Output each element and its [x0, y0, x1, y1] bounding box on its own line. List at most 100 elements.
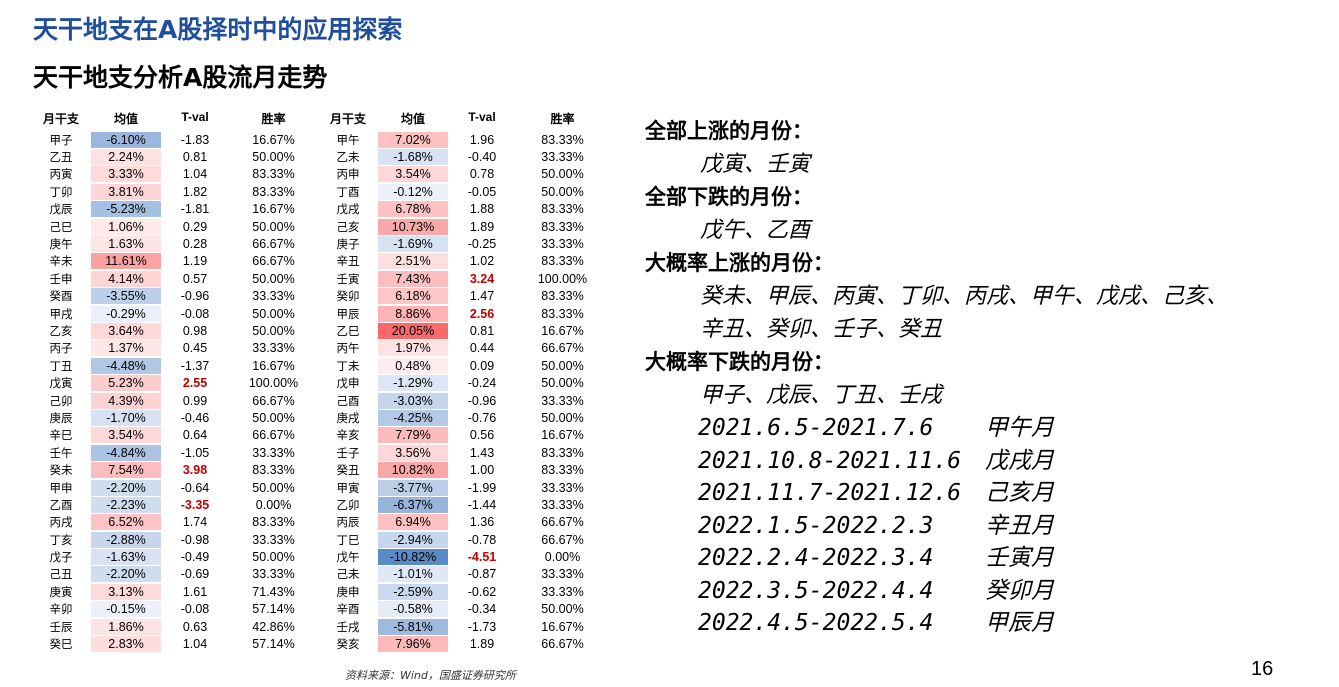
likely-up-months-line1: 癸未、甲辰、丙寅、丁卯、丙戌、甲午、戊戌、己亥、	[700, 284, 1229, 309]
mean-cell: 4.14%	[89, 270, 163, 287]
tval-cell: -0.08	[180, 306, 210, 321]
mean-value: 3.13%	[91, 583, 161, 600]
table-row: 丁卯 3.81% 1.82 83.33% 丁酉 -0.12% -0.05 50.00%	[33, 183, 611, 200]
mean-value: -0.29%	[91, 305, 161, 322]
mean-value: 3.54%	[378, 166, 448, 183]
ganzhi-cell: 丁卯	[49, 184, 73, 199]
winrate-cell: 50.00%	[541, 376, 584, 391]
table-row: 癸未 7.54% 3.98 83.33% 癸丑 10.82% 1.00 83.33%	[33, 461, 611, 479]
winrate-cell: 16.67%	[252, 202, 295, 217]
mean-value: 11.61%	[91, 253, 161, 270]
ganzhi-cell: 丙子	[49, 341, 73, 356]
winrate-cell: 16.67%	[252, 358, 295, 373]
mean-cell: -0.15%	[89, 601, 163, 618]
winrate-cell: 57.14%	[252, 637, 295, 652]
table-row: 丙子 1.37% 0.45 33.33% 丙午 1.97% 0.44 66.67%	[33, 340, 611, 357]
ganzhi-cell: 辛酉	[336, 602, 360, 617]
page-number: 16	[1251, 658, 1274, 680]
mean-value: -10.82%	[378, 549, 448, 566]
table-row: 甲子 -6.10% -1.83 16.67% 甲午 7.02% 1.96 83.33%	[33, 131, 611, 148]
mean-value: -1.63%	[91, 549, 161, 566]
winrate-cell: 33.33%	[252, 289, 295, 304]
winrate-cell: 66.67%	[252, 254, 295, 269]
winrate-cell: 50.00%	[252, 550, 295, 565]
mean-cell: 1.06%	[89, 218, 163, 235]
tval-cell: -0.78	[467, 532, 497, 547]
winrate-cell: 16.67%	[541, 323, 584, 338]
mean-cell: -2.94%	[376, 531, 450, 548]
ganzhi-cell: 丙午	[336, 341, 360, 356]
mean-cell: 7.79%	[376, 427, 450, 444]
ganzhi-cell: 庚午	[49, 237, 73, 252]
winrate-cell: 0.00%	[544, 550, 581, 565]
summary-panel: 全部上涨的月份： 戊寅、壬寅 全部下跌的月份： 戊午、乙酉 大概率上涨的月份： …	[645, 115, 1335, 640]
tval-cell: 0.98	[182, 323, 208, 338]
table-row: 壬申 4.14% 0.57 50.00% 壬寅 7.43% 3.24 100.00%	[33, 270, 611, 287]
mean-cell: -0.12%	[376, 183, 450, 200]
mean-value: 1.63%	[91, 236, 161, 253]
mean-cell: 6.18%	[376, 288, 450, 305]
ganzhi-cell: 庚申	[336, 584, 360, 599]
winrate-cell: 33.33%	[252, 341, 295, 356]
tval-cell: 2.55	[182, 376, 208, 391]
likely-down-heading: 大概率下跌的月份：	[645, 350, 834, 374]
ganzhi-cell: 己丑	[49, 567, 73, 582]
ganzhi-cell: 丙寅	[49, 167, 73, 182]
period-row: 2022.4.5-2022.5.4 甲辰月	[645, 607, 1335, 640]
mean-cell: -6.37%	[376, 496, 450, 513]
mean-cell: 2.24%	[89, 148, 163, 166]
tval-cell: -0.98	[180, 532, 210, 547]
mean-value: 6.18%	[378, 288, 448, 305]
winrate-cell: 33.33%	[252, 567, 295, 582]
ganzhi-cell: 庚戌	[336, 410, 360, 425]
period-ganzhi-label: 壬寅月	[985, 545, 1054, 571]
ganzhi-cell: 乙酉	[49, 497, 73, 512]
winrate-cell: 83.33%	[252, 515, 295, 530]
mean-value: 2.24%	[91, 149, 161, 166]
ganzhi-cell: 壬戌	[336, 619, 360, 634]
ganzhi-cell: 癸未	[49, 463, 73, 478]
table-row: 辛卯 -0.15% -0.08 57.14% 辛酉 -0.58% -0.34 50.00%	[33, 601, 611, 618]
period-ganzhi-label: 己亥月	[985, 480, 1054, 506]
mean-value: -2.23%	[91, 496, 161, 513]
table-body: 甲子 -6.10% -1.83 16.67% 甲午 7.02% 1.96 83.33% 乙丑 2.…	[33, 131, 611, 653]
mean-value: -1.29%	[378, 375, 448, 392]
tval-cell: 0.45	[182, 341, 208, 356]
ganzhi-cell: 己酉	[336, 393, 360, 408]
all-down-months: 戊午、乙酉	[700, 218, 811, 243]
period-ganzhi-label: 辛丑月	[985, 512, 1054, 539]
period-ganzhi-label: 甲午月	[985, 415, 1054, 441]
winrate-cell: 66.67%	[252, 428, 295, 443]
tval-cell: 1.19	[182, 254, 208, 269]
mean-value: 6.94%	[378, 514, 448, 531]
winrate-cell: 33.33%	[541, 567, 584, 582]
ganzhi-cell: 乙未	[336, 150, 360, 165]
winrate-cell: 83.33%	[252, 184, 295, 199]
ganzhi-cell: 乙巳	[336, 323, 360, 338]
tval-cell: -1.81	[180, 202, 210, 217]
table-row: 辛巳 3.54% 0.64 66.67% 辛亥 7.79% 0.56 16.67%	[33, 427, 611, 444]
winrate-cell: 33.33%	[541, 393, 584, 408]
period-range: 2021.6.5-2021.7.6	[698, 415, 934, 441]
winrate-cell: 16.67%	[541, 428, 584, 443]
tval-cell: 0.56	[469, 428, 495, 443]
period-ganzhi-label: 甲辰月	[985, 610, 1054, 636]
table-row: 乙丑 2.24% 0.81 50.00% 乙未 -1.68% -0.40 33.33%	[33, 148, 611, 166]
tval-cell: -0.96	[180, 289, 210, 304]
mean-cell: -1.29%	[376, 374, 450, 392]
table-header-row: 月干支 均值 T-val 胜率 月干支 均值 T-val 胜率	[33, 110, 611, 131]
tval-cell: 1.74	[182, 515, 208, 530]
period-row: 2022.1.5-2022.2.3 辛丑月	[645, 510, 1335, 543]
page-title: 天干地支在A股择时中的应用探索	[33, 15, 403, 44]
table-row: 壬辰 1.86% 0.63 42.86% 壬戌 -5.81% -1.73 16.67%	[33, 618, 611, 635]
winrate-cell: 50.00%	[252, 219, 295, 234]
mean-cell: -4.48%	[89, 357, 163, 374]
ganzhi-cell: 丙申	[336, 167, 360, 182]
tval-cell: -0.96	[467, 393, 497, 408]
tval-cell: -0.64	[180, 480, 210, 495]
ganzhi-cell: 丙辰	[336, 515, 360, 530]
ganzhi-cell: 辛亥	[336, 428, 360, 443]
mean-cell: -1.68%	[376, 148, 450, 166]
mean-value: 2.51%	[378, 253, 448, 270]
winrate-cell: 66.67%	[541, 532, 584, 547]
